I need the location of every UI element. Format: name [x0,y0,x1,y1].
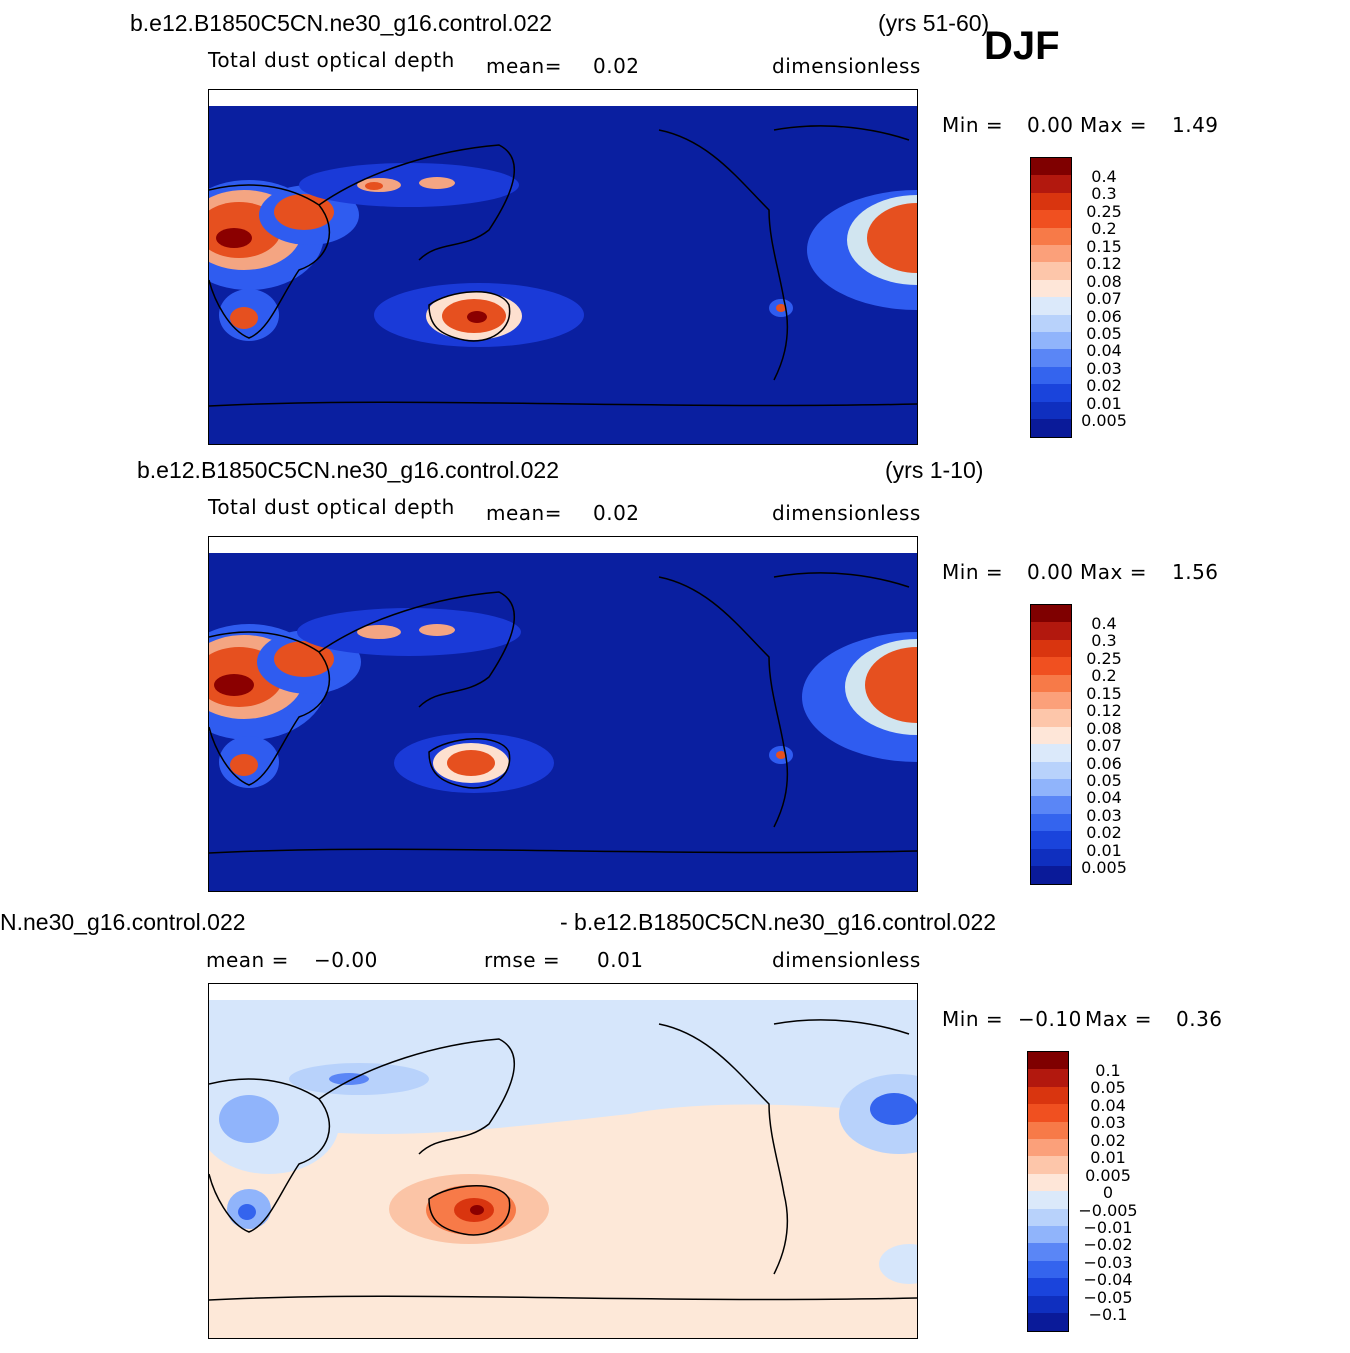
units-label: dimensionless [772,54,921,78]
case-name: b.e12.B1850C5CN.ne30_g16.control.022 [130,10,552,36]
max-label: Max = [1080,560,1147,584]
year-range: (yrs 1-10) [885,457,984,483]
max-label: Max = [1080,113,1147,137]
min-value: −0.10 [1018,1007,1082,1031]
tick-label: 0.02 [1086,823,1122,842]
units-label: dimensionless [772,948,921,972]
tick-label: −0.005 [1078,1201,1138,1220]
tick-label: 0.06 [1086,307,1122,326]
tick-label: 0 [1102,1183,1114,1202]
tick-label: 0.15 [1086,684,1122,703]
min-label: Min = [942,1007,1004,1031]
tick-label: 0.08 [1086,272,1122,291]
tick-label: 0.03 [1086,806,1122,825]
tick-label: −0.04 [1083,1270,1133,1289]
tick-label: 0.25 [1086,649,1122,668]
min-label: Min = [942,560,1004,584]
tick-label: 0.3 [1091,184,1117,203]
tick-label: 0.05 [1086,324,1122,343]
tick-label: 0.04 [1090,1096,1126,1115]
tick-label: 0.12 [1086,254,1122,273]
tick-label: 0.4 [1091,614,1117,633]
map-panel-3 [208,983,918,1339]
tick-label: −0.03 [1083,1253,1133,1272]
mean-label: mean = [206,948,289,972]
tick-label: 0.03 [1086,359,1122,378]
max-value: 0.36 [1176,1007,1223,1031]
tick-label: −0.1 [1088,1305,1128,1324]
rmse-value: 0.01 [597,948,644,972]
mean-label: mean= [486,501,562,525]
tick-label: 0.06 [1086,754,1122,773]
tick-label: 0.1 [1095,1061,1121,1080]
mean-label: mean= [486,54,562,78]
mean-value: 0.02 [593,54,640,78]
tick-label: 0.08 [1086,719,1122,738]
tick-label: 0.05 [1086,771,1122,790]
variable-name: Total dust optical depth [208,495,455,519]
min-value: 0.00 [1027,113,1074,137]
tick-label: 0.12 [1086,701,1122,720]
min-value: 0.00 [1027,560,1074,584]
tick-label: 0.3 [1091,631,1117,650]
tick-label: 0.02 [1086,376,1122,395]
tick-label: 0.07 [1086,289,1122,308]
tick-label: 0.03 [1090,1113,1126,1132]
map-panel-2 [208,536,918,892]
tick-label: −0.01 [1083,1218,1133,1237]
case-name-subtracted: - b.e12.B1850C5CN.ne30_g16.control.022 [560,909,997,935]
tick-label: −0.05 [1083,1288,1133,1307]
tick-label: 0.07 [1086,736,1122,755]
tick-label: 0.01 [1086,841,1122,860]
tick-label: 0.01 [1086,394,1122,413]
variable-name: Total dust optical depth [208,48,455,72]
mean-value: 0.02 [593,501,640,525]
max-label: Max = [1085,1007,1152,1031]
colorbar-3 [1027,1051,1069,1332]
tick-label: 0.2 [1091,219,1117,238]
year-range: (yrs 51-60) [878,10,990,36]
tick-label: 0.04 [1086,341,1122,360]
tick-label: 0.4 [1091,167,1117,186]
tick-label: 0.005 [1081,858,1127,877]
case-name: b.e12.B1850C5CN.ne30_g16.control.022 [137,457,559,483]
units-label: dimensionless [772,501,921,525]
tick-label: 0.01 [1090,1148,1126,1167]
tick-label: 0.2 [1091,666,1117,685]
tick-label: 0.25 [1086,202,1122,221]
colorbar-2 [1030,604,1072,885]
min-label: Min = [942,113,1004,137]
tick-label: 0.02 [1090,1131,1126,1150]
tick-label: 0.05 [1090,1078,1126,1097]
tick-label: −0.02 [1083,1235,1133,1254]
rmse-label: rmse = [484,948,561,972]
colorbar-1 [1030,157,1072,438]
map-panel-1 [208,89,918,445]
tick-label: 0.04 [1086,788,1122,807]
max-value: 1.56 [1172,560,1219,584]
case-name: N.ne30_g16.control.022 [0,909,246,935]
tick-label: 0.005 [1085,1166,1131,1185]
tick-label: 0.15 [1086,237,1122,256]
mean-value: −0.00 [314,948,378,972]
season-label: DJF [984,24,1060,68]
tick-label: 0.005 [1081,411,1127,430]
max-value: 1.49 [1172,113,1219,137]
